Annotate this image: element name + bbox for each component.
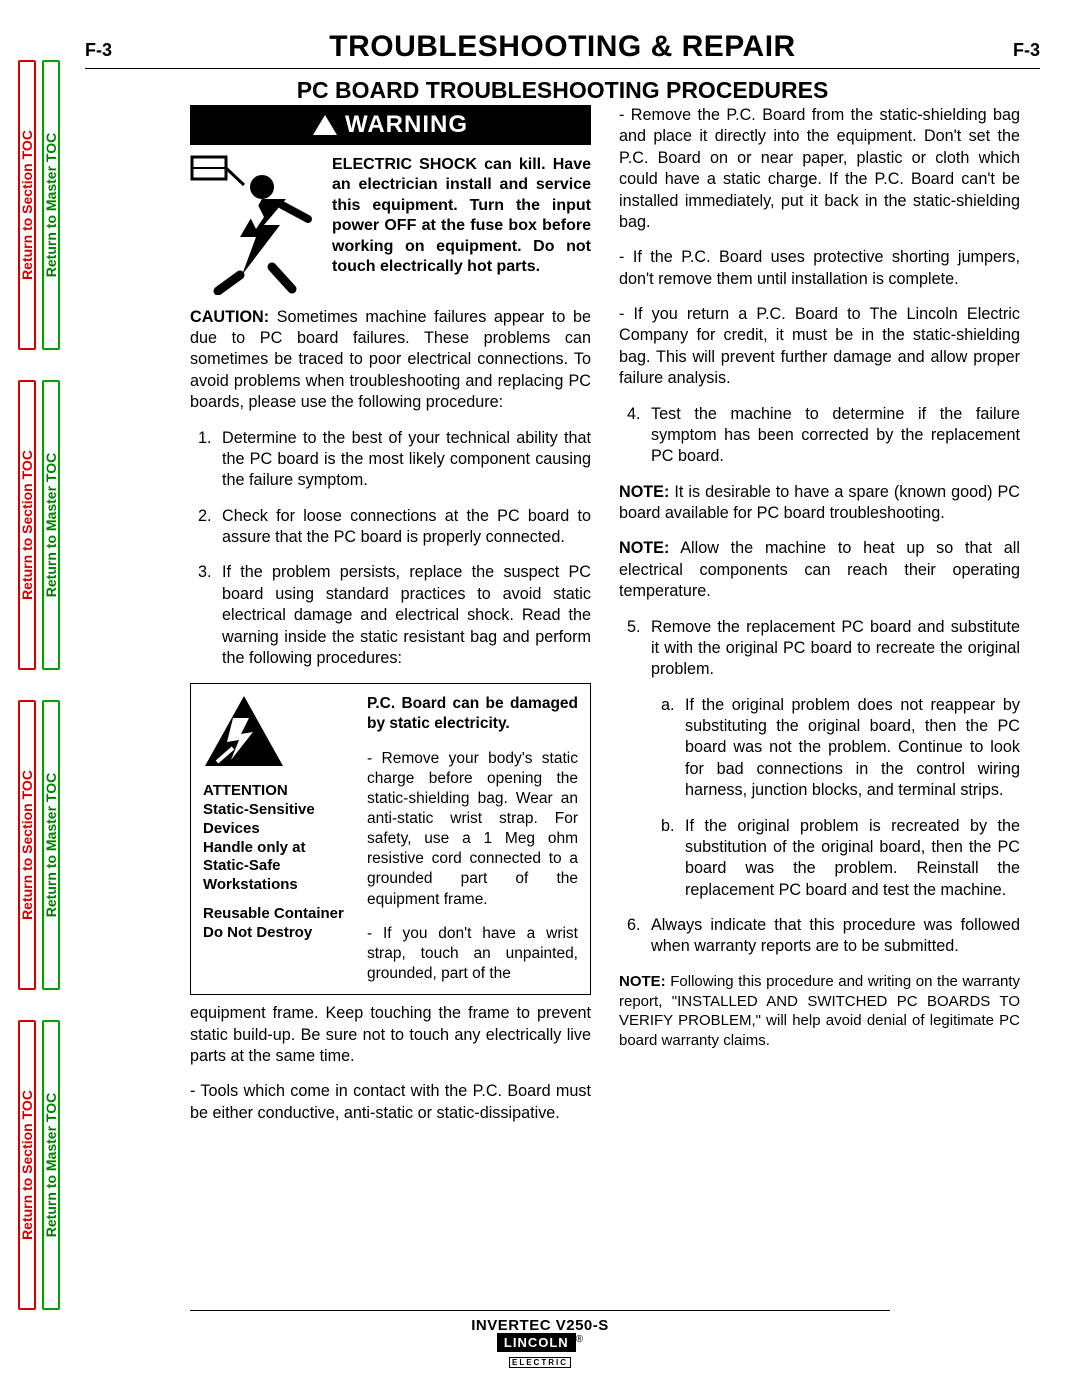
tab-master-label: Return to Master TOC <box>43 453 59 597</box>
shock-warning-text: ELECTRIC SHOCK can kill. Have an electri… <box>332 155 591 295</box>
right-p3: - If you return a P.C. Board to The Linc… <box>619 304 1020 390</box>
tab-section-1[interactable]: Return to Section TOC <box>18 60 36 350</box>
electric-shock-icon <box>190 155 320 295</box>
tab-section-3[interactable]: Return to Section TOC <box>18 700 36 990</box>
static-l1: Static-Sensitive Devices <box>203 801 353 839</box>
tab-section-2[interactable]: Return to Section TOC <box>18 380 36 670</box>
static-p1: - Remove your body's static charge befor… <box>367 749 578 910</box>
list-item: Determine to the best of your technical … <box>216 428 591 492</box>
reg-mark: ® <box>576 1334 583 1345</box>
page: Return to Section TOC Return to Master T… <box>0 0 1080 1397</box>
caution-paragraph: CAUTION: Sometimes machine failures appe… <box>190 307 591 414</box>
static-p2b: equipment frame. Keep touching the frame… <box>190 1003 591 1067</box>
esd-icon <box>203 694 285 776</box>
list-item: Always indicate that this procedure was … <box>645 915 1020 958</box>
tab-master-3[interactable]: Return to Master TOC <box>42 700 60 990</box>
warning-triangle-icon <box>313 115 337 135</box>
list-item: Remove the replacement PC board and subs… <box>645 617 1020 902</box>
tab-master-label: Return to Master TOC <box>43 773 59 917</box>
warning-banner: WARNING <box>190 105 591 145</box>
tab-section-label: Return to Section TOC <box>19 770 35 920</box>
list-item: Check for loose connections at the PC bo… <box>216 506 591 549</box>
note-2: NOTE: Allow the machine to heat up so th… <box>619 538 1020 602</box>
left-column: WARNING ELECTRIC SHO <box>190 105 591 1138</box>
list-item: If the problem persists, replace the sus… <box>216 562 591 669</box>
warning-label: WARNING <box>345 109 468 141</box>
note2-text: Allow the machine to heat up so that all… <box>619 539 1020 600</box>
list-item: If the original problem does not reappea… <box>679 695 1020 802</box>
tab-section-label: Return to Section TOC <box>19 130 35 280</box>
attention-label: ATTENTION <box>203 782 353 801</box>
note1-text: It is desirable to have a spare (known g… <box>619 483 1020 522</box>
item5-text: Remove the replacement PC board and subs… <box>651 618 1020 679</box>
tab-section-label: Return to Section TOC <box>19 450 35 600</box>
tab-master-1[interactable]: Return to Master TOC <box>42 60 60 350</box>
page-subtitle: PC BOARD TROUBLESHOOTING PROCEDURES <box>85 77 1040 104</box>
right-column: - Remove the P.C. Board from the static-… <box>619 105 1020 1138</box>
footer-rule <box>190 1310 890 1311</box>
tab-section-4[interactable]: Return to Section TOC <box>18 1020 36 1310</box>
page-footer: INVERTEC V250-S LINCOLN® ELECTRIC <box>0 1310 1080 1370</box>
body-columns: WARNING ELECTRIC SHO <box>190 105 1020 1138</box>
tab-master-label: Return to Master TOC <box>43 133 59 277</box>
right-p2: - If the P.C. Board uses protective shor… <box>619 247 1020 290</box>
logo-top: LINCOLN <box>497 1333 576 1352</box>
left-procedure-list: Determine to the best of your technical … <box>190 428 591 670</box>
right-p1: - Remove the P.C. Board from the static-… <box>619 105 1020 233</box>
logo-bot: ELECTRIC <box>509 1357 571 1368</box>
static-p2a: - If you don't have a wrist strap, touch… <box>367 924 578 984</box>
tab-section-label: Return to Section TOC <box>19 1090 35 1240</box>
static-l4: Do Not Destroy <box>203 924 353 943</box>
tab-master-4[interactable]: Return to Master TOC <box>42 1020 60 1310</box>
footer-model: INVERTEC V250-S <box>0 1317 1080 1334</box>
note-1: NOTE: It is desirable to have a spare (k… <box>619 482 1020 525</box>
page-title: TROUBLESHOOTING & REPAIR <box>145 30 980 64</box>
list-item: If the original problem is recreated by … <box>679 816 1020 902</box>
static-right: P.C. Board can be damaged by static elec… <box>367 694 578 984</box>
right-list-4: Test the machine to determine if the fai… <box>619 404 1020 468</box>
left-tail-para: - Tools which come in contact with the P… <box>190 1081 591 1124</box>
static-l2: Handle only at Static-Safe Workstations <box>203 839 353 895</box>
note3-text: Following this procedure and writing on … <box>619 973 1020 1049</box>
lincoln-logo: LINCOLN® ELECTRIC <box>497 1334 583 1370</box>
tab-master-label: Return to Master TOC <box>43 1093 59 1237</box>
static-left: ATTENTION Static-Sensitive Devices Handl… <box>203 694 353 984</box>
header-rule <box>85 68 1040 69</box>
tab-master-2[interactable]: Return to Master TOC <box>42 380 60 670</box>
list-item: Test the machine to determine if the fai… <box>645 404 1020 468</box>
static-l3: Reusable Container <box>203 905 353 924</box>
right-list-5: Remove the replacement PC board and subs… <box>619 617 1020 958</box>
note-3: NOTE: Following this procedure and writi… <box>619 972 1020 1051</box>
page-number-right: F-3 <box>980 40 1040 61</box>
shock-block: ELECTRIC SHOCK can kill. Have an electri… <box>190 155 591 295</box>
sublist-5: If the original problem does not reappea… <box>651 695 1020 901</box>
page-number-left: F-3 <box>85 40 145 61</box>
static-lead: P.C. Board can be damaged by static elec… <box>367 695 578 732</box>
static-caution-box: ATTENTION Static-Sensitive Devices Handl… <box>190 683 591 995</box>
